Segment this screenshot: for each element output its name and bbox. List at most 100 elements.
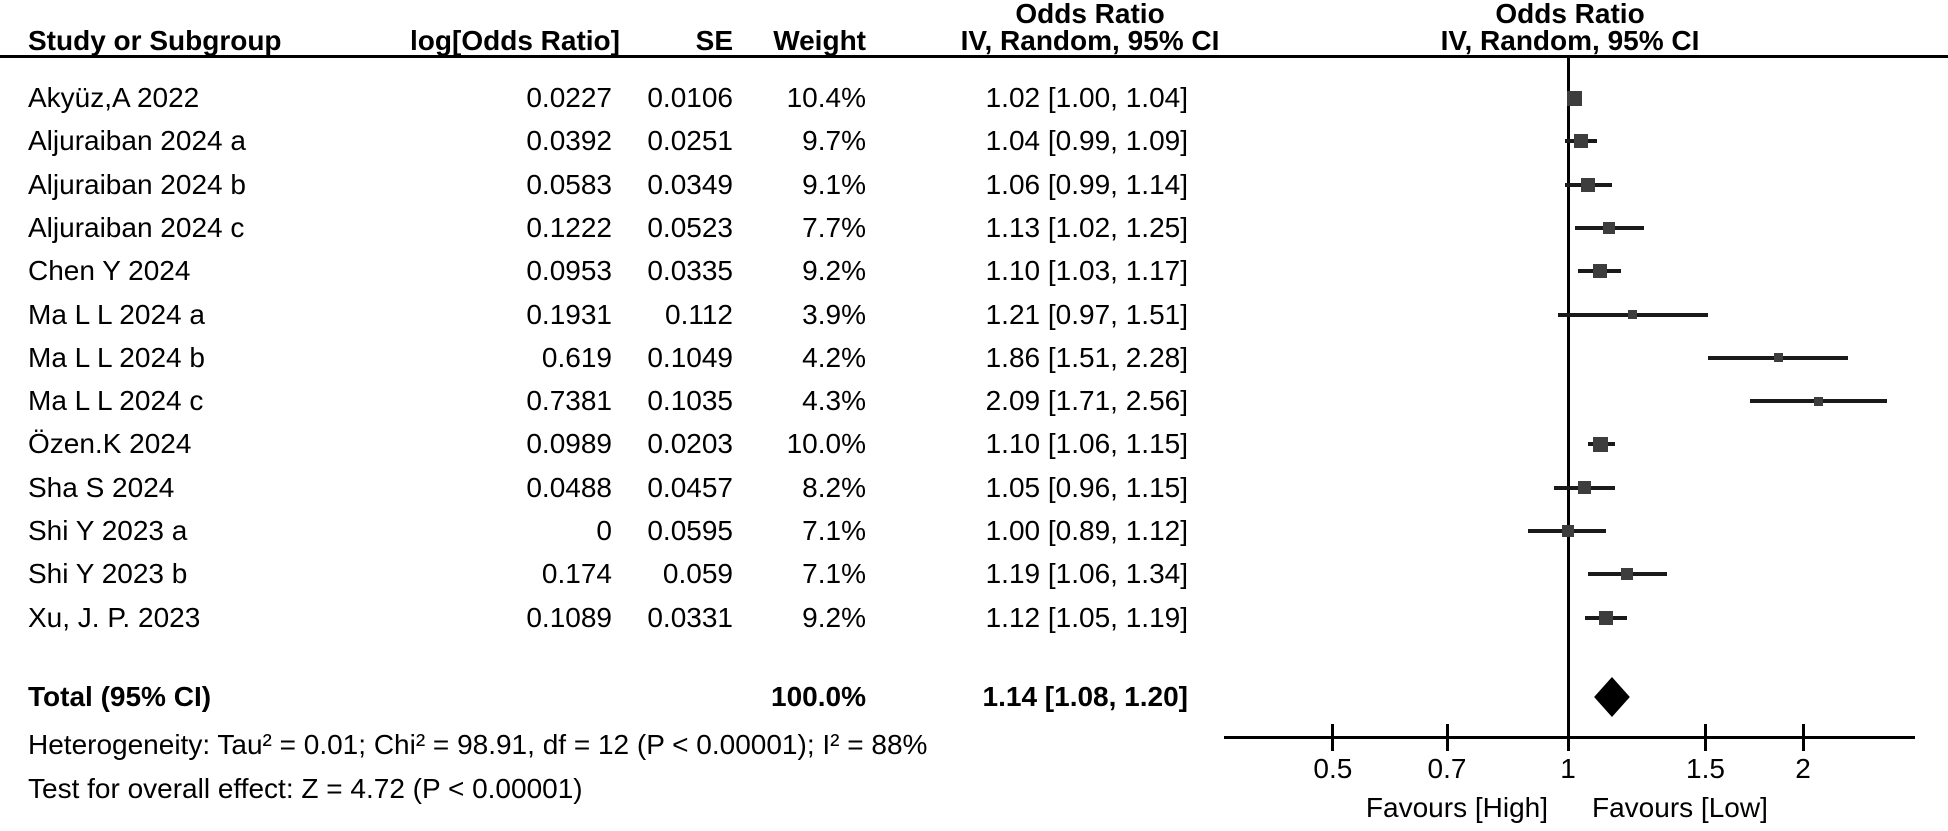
study-se: 0.1035	[647, 385, 733, 417]
plot-column-header-line1: Odds Ratio	[1495, 0, 1645, 29]
heterogeneity-text: Heterogeneity: Tau² = 0.01; Chi² = 98.91…	[28, 729, 928, 760]
col-header-log-odds-ratio: log[Odds Ratio]	[410, 25, 620, 56]
study-name: Ma L L 2024 a	[28, 298, 205, 330]
study-weight: 4.3%	[802, 385, 866, 417]
point-estimate-square	[1599, 610, 1614, 625]
favours-high-label: Favours [High]	[1365, 792, 1548, 823]
study-se: 0.0331	[647, 601, 733, 633]
study-weight: 4.2%	[802, 341, 866, 373]
study-log-odds-ratio: 0.0227	[526, 82, 612, 113]
study-se: 0.0349	[647, 168, 733, 200]
study-log-odds-ratio: 0.0488	[526, 471, 612, 503]
col-header-study: Study or Subgroup	[28, 25, 282, 56]
study-weight: 7.7%	[802, 211, 866, 243]
study-name: Aljuraiban 2024 b	[28, 168, 246, 200]
point-estimate-square	[1621, 568, 1633, 581]
study-ci-text: 1.21 [0.97, 1.51]	[985, 298, 1188, 330]
no-effect-center-line	[1566, 57, 1570, 751]
point-estimate-square	[1580, 177, 1595, 192]
point-estimate-square	[1592, 436, 1608, 452]
study-se: 0.112	[665, 298, 733, 330]
point-estimate-square	[1593, 264, 1608, 279]
plot-column-header-line2: IV, Random, 95% CI	[1440, 25, 1700, 56]
study-log-odds-ratio: 0.0392	[526, 125, 612, 157]
study-name: Aljuraiban 2024 a	[28, 125, 246, 157]
study-weight: 10.0%	[786, 428, 866, 460]
study-se: 0.0523	[647, 211, 733, 243]
study-ci-text: 1.13 [1.02, 1.25]	[985, 211, 1188, 243]
study-name: Xu, J. P. 2023	[28, 601, 201, 633]
study-name: Sha S 2024	[28, 471, 175, 503]
study-weight: 9.2%	[802, 601, 866, 633]
study-name: Ma L L 2024 c	[28, 385, 204, 417]
total-row-ci-text: 1.14 [1.08, 1.20]	[982, 681, 1188, 712]
study-ci-text: 1.10 [1.03, 1.17]	[985, 255, 1188, 287]
header-rule	[0, 55, 1948, 58]
study-weight: 7.1%	[802, 515, 866, 546]
study-name: Akyüz,A 2022	[28, 82, 200, 113]
study-ci-text: 1.12 [1.05, 1.19]	[985, 601, 1188, 633]
study-ci-text: 1.05 [0.96, 1.15]	[985, 471, 1188, 503]
point-estimate-square	[1567, 90, 1583, 106]
total-row-weight: 100.0%	[771, 681, 866, 712]
col-header-weight: Weight	[773, 25, 866, 56]
axis-tick	[1704, 724, 1708, 751]
or-column-header-line1: Odds Ratio	[1015, 0, 1165, 29]
axis-tick	[1566, 724, 1570, 751]
study-log-odds-ratio: 0.7381	[526, 385, 612, 417]
study-name: Ma L L 2024 b	[28, 341, 205, 373]
study-weight: 3.9%	[802, 298, 866, 330]
study-ci-text: 1.06 [0.99, 1.14]	[985, 168, 1188, 200]
point-estimate-square	[1603, 221, 1616, 234]
point-estimate-square	[1574, 134, 1589, 149]
study-log-odds-ratio: 0.619	[541, 341, 612, 373]
study-name: Özen.K 2024	[28, 428, 192, 460]
study-name: Shi Y 2023 b	[28, 558, 188, 590]
study-ci-text: 2.09 [1.71, 2.56]	[985, 385, 1188, 417]
or-column-header-line2: IV, Random, 95% CI	[960, 25, 1220, 56]
study-se: 0.1049	[647, 341, 733, 373]
axis-tick	[1445, 724, 1449, 751]
study-ci-text: 1.10 [1.06, 1.15]	[985, 428, 1188, 460]
study-ci-text: 1.19 [1.06, 1.34]	[985, 558, 1188, 590]
study-se: 0.0203	[647, 428, 733, 460]
study-se: 0.0106	[647, 82, 733, 113]
overall-effect-text: Test for overall effect: Z = 4.72 (P < 0…	[28, 773, 583, 804]
total-row-label: Total (95% CI)	[28, 681, 212, 712]
point-estimate-square	[1578, 481, 1592, 495]
study-ci-text: 1.04 [0.99, 1.09]	[985, 125, 1188, 157]
favours-low-label: Favours [Low]	[1592, 792, 1768, 823]
point-estimate-square	[1562, 525, 1574, 537]
point-estimate-square	[1628, 310, 1638, 319]
study-se: 0.0595	[647, 515, 733, 546]
study-weight: 9.7%	[802, 125, 866, 157]
axis-tick	[1331, 724, 1335, 751]
axis-tick-label: 1	[1560, 753, 1576, 784]
study-weight: 9.1%	[802, 168, 866, 200]
study-log-odds-ratio: 0	[596, 515, 612, 546]
study-se: 0.059	[662, 558, 733, 590]
study-name: Shi Y 2023 a	[28, 515, 188, 546]
study-log-odds-ratio: 0.174	[541, 558, 612, 590]
axis-tick-label: 0.7	[1427, 753, 1467, 784]
point-estimate-square	[1813, 396, 1823, 406]
axis-tick-label: 0.5	[1313, 753, 1353, 784]
study-se: 0.0251	[647, 125, 733, 157]
study-weight: 10.4%	[786, 82, 866, 113]
axis-tick	[1801, 724, 1805, 751]
study-se: 0.0335	[647, 255, 733, 287]
study-log-odds-ratio: 0.0989	[526, 428, 612, 460]
summary-diamond	[1594, 677, 1630, 717]
study-name: Aljuraiban 2024 c	[28, 211, 245, 243]
study-ci-text: 1.02 [1.00, 1.04]	[985, 82, 1188, 113]
x-axis	[1224, 735, 1915, 739]
col-header-se: SE	[695, 25, 733, 56]
study-weight: 7.1%	[802, 558, 866, 590]
study-log-odds-ratio: 0.0953	[526, 255, 612, 287]
study-weight: 9.2%	[802, 255, 866, 287]
study-se: 0.0457	[647, 471, 733, 503]
study-ci-text: 1.00 [0.89, 1.12]	[985, 515, 1188, 546]
study-log-odds-ratio: 0.1089	[526, 601, 612, 633]
study-weight: 8.2%	[802, 471, 866, 503]
